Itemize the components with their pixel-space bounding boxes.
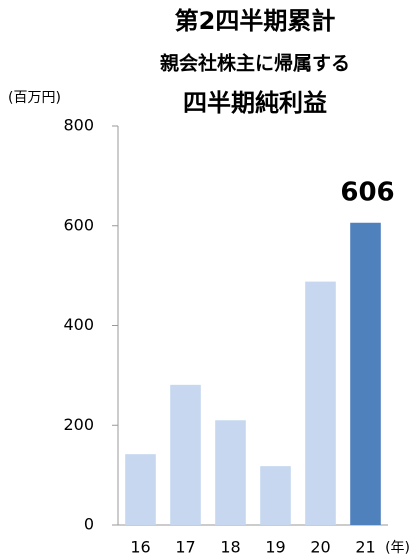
x-tick-label: 16 xyxy=(130,538,150,556)
chart-title: 第2四半期累計 xyxy=(175,7,336,35)
y-tick-label: 400 xyxy=(63,315,94,334)
x-unit: (年) xyxy=(385,540,410,556)
y-tick-label: 200 xyxy=(63,415,94,434)
y-tick-label: 0 xyxy=(84,515,94,534)
chart-title: 四半期純利益 xyxy=(183,89,327,117)
x-tick-label: 20 xyxy=(310,538,330,556)
y-unit: (百万円) xyxy=(8,90,61,106)
y-tick-label: 800 xyxy=(63,116,94,135)
data-label: 606 xyxy=(340,177,394,207)
bar xyxy=(125,454,156,525)
bar xyxy=(305,281,336,525)
bar xyxy=(350,222,381,525)
x-tick-label: 18 xyxy=(220,538,240,556)
x-tick-label: 17 xyxy=(175,538,195,556)
y-tick-label: 600 xyxy=(63,215,94,234)
x-tick-label: 19 xyxy=(265,538,285,556)
bar xyxy=(170,384,201,525)
x-tick-label: 21 xyxy=(355,538,375,556)
bar xyxy=(260,466,291,525)
bar xyxy=(215,420,246,525)
chart-title: 親会社株主に帰属する xyxy=(160,52,350,75)
